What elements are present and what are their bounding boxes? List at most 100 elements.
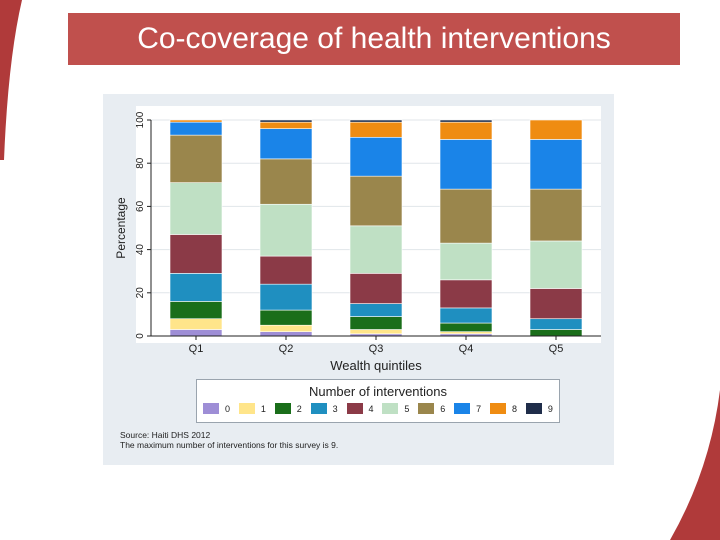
- legend-item-1: 1: [238, 403, 266, 414]
- x-tick-label: Q3: [369, 343, 384, 355]
- legend-swatch: [418, 403, 435, 414]
- bar-Q1-segment-6: [169, 134, 223, 183]
- axis-ticks: 0 20 40 60 80 100 Q1 Q2 Q3 Q4 Q5: [135, 111, 563, 355]
- slide-title: Co-coverage of health interventions: [137, 22, 611, 55]
- legend-swatch: [382, 403, 399, 414]
- bar-Q5-segment-4: [529, 288, 583, 320]
- bar-Q2-segment-3: [259, 283, 313, 311]
- legend-label: 2: [296, 403, 302, 414]
- corner-decoration-bottom-right: [670, 390, 720, 540]
- bar-Q2-segment-6: [259, 158, 313, 205]
- legend-item-0: 0: [203, 403, 230, 414]
- bar-Q1-segment-3: [169, 273, 223, 302]
- bar-Q1-segment-2: [169, 301, 223, 320]
- legend-swatch: [454, 403, 471, 414]
- figure-frame: 0 20 40 60 80 100 Q1 Q2 Q3 Q4 Q5 Percentage Wealth…: [103, 94, 614, 465]
- y-tick-label: 100: [135, 111, 146, 128]
- bar-Q1-segment-1: [169, 318, 223, 330]
- x-tick-label: Q2: [279, 343, 294, 355]
- x-tick-label: Q5: [549, 343, 564, 355]
- legend-swatch: [274, 403, 291, 414]
- y-tick-label: 60: [135, 200, 146, 212]
- bar-Q3-segment-3: [349, 303, 403, 317]
- bar-Q4-segment-8: [439, 121, 493, 140]
- legend-swatch: [238, 403, 255, 414]
- bar-Q1-segment-0: [169, 329, 223, 337]
- bar-Q4-segment-5: [439, 242, 493, 281]
- legend-item-2: 2: [274, 403, 302, 414]
- bar-Q2-segment-8: [259, 121, 313, 129]
- bar-Q1-segment-8: [169, 119, 223, 123]
- bar-Q2-segment-9: [259, 119, 313, 123]
- bar-Q5-segment-3: [529, 318, 583, 330]
- legend-label: 7: [476, 403, 482, 414]
- bar-Q4-segment-7: [439, 139, 493, 190]
- bar-Q3-segment-9: [349, 119, 403, 123]
- legend-label: 3: [332, 403, 338, 414]
- source-footnote: The maximum number of interventions for …: [120, 440, 339, 450]
- x-tick-label: Q1: [189, 343, 204, 355]
- bar-Q2-segment-0: [259, 331, 313, 337]
- legend-item-3: 3: [310, 403, 338, 414]
- bar-Q5-segment-7: [529, 139, 583, 190]
- bar-Q3-segment-1: [349, 329, 403, 335]
- y-tick-label: 80: [135, 157, 146, 169]
- bar-Q4-segment-2: [439, 322, 493, 332]
- bar-Q1-segment-5: [169, 182, 223, 235]
- legend-swatch: [525, 403, 542, 414]
- bar-Q4-segment-6: [439, 188, 493, 244]
- bar-Q2-segment-4: [259, 255, 313, 285]
- x-tick-label: Q4: [459, 343, 474, 355]
- bar-Q3-segment-6: [349, 175, 403, 227]
- y-axis-label: Percentage: [114, 197, 128, 259]
- legend-swatch: [310, 403, 327, 414]
- bar-Q2-segment-2: [259, 309, 313, 326]
- legend-label: 9: [547, 403, 553, 414]
- y-tick-label: 0: [135, 333, 146, 339]
- bar-Q4-segment-9: [439, 119, 493, 123]
- bar-Q3-segment-2: [349, 316, 403, 330]
- legend-swatch: [346, 403, 363, 414]
- legend-label: 5: [404, 403, 410, 414]
- y-tick-label: 40: [135, 244, 146, 256]
- bar-Q4-segment-4: [439, 279, 493, 309]
- slide-title-banner: Co-coverage of health interventions: [68, 13, 680, 65]
- bar-Q3-segment-8: [349, 121, 403, 138]
- x-axis-label: Wealth quintiles: [330, 358, 422, 373]
- bar-Q4-segment-1: [439, 331, 493, 335]
- legend-items: 0 1 2 3 4 5 6 7 8 9: [203, 403, 553, 414]
- bar-Q1-segment-7: [169, 121, 223, 136]
- bar-Q5-segment-2: [529, 329, 583, 337]
- bar-Q1-segment-4: [169, 234, 223, 274]
- legend: Number of interventions 0 1 2 3 4 5 6 7 8 9: [196, 379, 560, 423]
- corner-decoration-top-left: [0, 0, 22, 160]
- legend-item-5: 5: [382, 403, 409, 414]
- legend-swatch: [203, 403, 219, 414]
- bar-Q2-segment-5: [259, 203, 313, 257]
- stacked-bar-chart: 0 20 40 60 80 100 Q1 Q2 Q3 Q4 Q5 Percentage Wealth…: [114, 106, 601, 373]
- source-line: Source: Haiti DHS 2012: [120, 430, 211, 440]
- source-note: Source: Haiti DHS 2012 The maximum numbe…: [120, 430, 338, 450]
- bar-Q3-segment-4: [349, 273, 403, 304]
- y-tick-label: 20: [135, 287, 146, 299]
- legend-label: 4: [368, 403, 374, 414]
- legend-title: Number of interventions: [308, 384, 447, 399]
- legend-item-4: 4: [346, 403, 374, 414]
- bar-Q4-segment-3: [439, 307, 493, 324]
- legend-label: 1: [260, 403, 266, 414]
- legend-item-8: 8: [490, 403, 517, 414]
- bar-Q3-segment-7: [349, 136, 403, 177]
- bar-Q5-segment-5: [529, 240, 583, 289]
- legend-label: 8: [512, 403, 518, 414]
- bar-Q2-segment-7: [259, 128, 313, 160]
- legend-item-9: 9: [525, 403, 553, 414]
- bar-Q2-segment-1: [259, 324, 313, 332]
- legend-label: 6: [440, 403, 446, 414]
- bar-Q3-segment-5: [349, 225, 403, 274]
- legend-item-6: 6: [418, 403, 445, 414]
- legend-label: 0: [225, 403, 231, 414]
- legend-swatch: [490, 403, 506, 414]
- bars: [169, 119, 583, 337]
- bar-Q5-segment-8: [529, 119, 583, 140]
- legend-item-7: 7: [454, 403, 481, 414]
